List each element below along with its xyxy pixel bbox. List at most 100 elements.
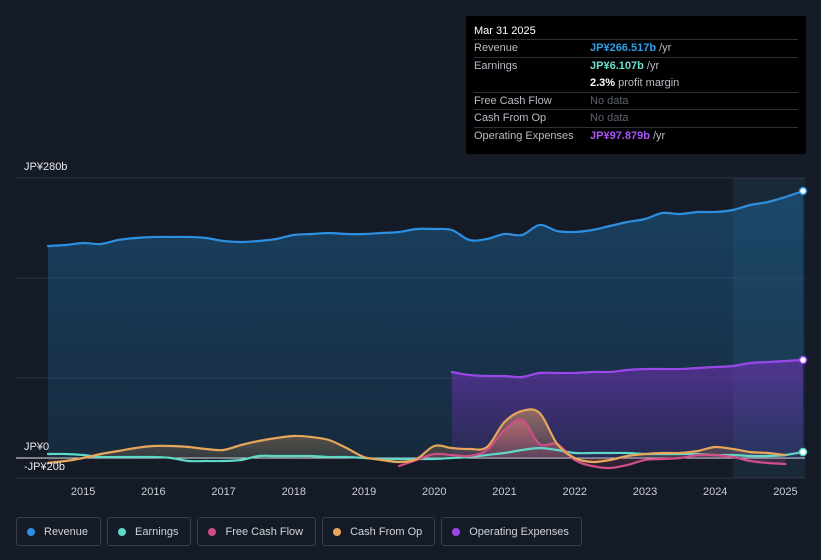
point-cash-from-op <box>782 452 788 458</box>
point-revenue <box>308 231 314 237</box>
point-revenue <box>747 202 753 208</box>
point-operating-expenses <box>607 369 613 375</box>
point-earnings <box>326 454 332 460</box>
point-free-cash-flow <box>449 452 455 458</box>
point-operating-expenses <box>747 360 753 366</box>
point-revenue <box>203 235 209 241</box>
point-earnings <box>519 447 525 453</box>
x-tick-label: 2021 <box>492 486 516 498</box>
point-free-cash-flow <box>624 462 630 468</box>
tooltip-value: JP¥6.107b <box>590 59 644 72</box>
y-tick-label: JP¥280b <box>24 161 67 173</box>
point-revenue <box>238 239 244 245</box>
point-revenue <box>730 207 736 213</box>
tooltip-row-cash-from-op: Cash From Op No data <box>474 110 798 128</box>
point-cash-from-op <box>572 455 578 461</box>
x-tick-label: 2018 <box>282 486 306 498</box>
x-tick-label: 2015 <box>71 486 95 498</box>
point-free-cash-flow <box>607 465 613 471</box>
point-revenue <box>256 238 262 244</box>
point-revenue <box>466 237 472 243</box>
line-free-cash-flow <box>398 418 787 470</box>
point-operating-expenses <box>554 370 560 376</box>
point-revenue <box>133 235 139 241</box>
series-lines <box>46 189 805 471</box>
tooltip-no-data: No data <box>590 112 629 124</box>
point-cash-from-op <box>712 444 718 450</box>
point-cash-from-op <box>624 453 630 459</box>
point-cash-from-op <box>273 435 279 441</box>
x-tick-label: 2016 <box>141 486 165 498</box>
point-earnings <box>291 453 297 459</box>
tooltip-value: JP¥266.517b <box>590 42 657 54</box>
point-operating-expenses <box>466 372 472 378</box>
tooltip-value: 2.3% <box>590 77 616 89</box>
point-operating-expenses <box>660 366 666 372</box>
point-cash-from-op <box>449 445 455 451</box>
legend-item-operating-expenses[interactable]: Operating Expenses <box>441 517 582 546</box>
point-revenue <box>537 222 543 228</box>
point-cash-from-op <box>484 444 490 450</box>
point-operating-expenses <box>572 370 578 376</box>
point-free-cash-flow <box>660 456 666 462</box>
tooltip-value: JP¥97.879b <box>590 129 650 142</box>
point-revenue <box>185 234 191 240</box>
point-operating-expenses <box>712 364 718 370</box>
legend-item-cash-from-op[interactable]: Cash From Op <box>322 517 436 546</box>
point-earnings <box>150 454 156 460</box>
tooltip-label <box>474 75 590 92</box>
point-cash-from-op <box>150 443 156 449</box>
point-operating-expenses <box>537 370 543 376</box>
point-earnings <box>115 454 121 460</box>
point-earnings <box>589 450 595 456</box>
point-cash-from-op <box>431 443 437 449</box>
point-earnings <box>273 453 279 459</box>
point-revenue <box>712 209 718 215</box>
point-operating-expenses <box>484 373 490 379</box>
tooltip-unit: /yr <box>646 59 660 72</box>
legend-label: Cash From Op <box>350 525 423 538</box>
point-revenue <box>291 232 297 238</box>
point-earnings <box>308 453 314 459</box>
point-operating-expenses <box>782 358 788 364</box>
legend-dot-icon <box>208 527 217 536</box>
point-cash-from-op <box>537 410 543 416</box>
point-earnings <box>133 454 139 460</box>
tooltip-label: Operating Expenses <box>474 129 574 142</box>
line-cash-from-op <box>46 408 787 465</box>
x-tick-label: 2020 <box>422 486 446 498</box>
point-cash-from-op <box>607 457 613 463</box>
point-cash-from-op <box>747 449 753 455</box>
x-tick-label: 2019 <box>352 486 376 498</box>
point-revenue <box>396 229 402 235</box>
point-cash-from-op <box>730 446 736 452</box>
point-cash-from-op <box>414 456 420 462</box>
legend-dot-icon <box>452 527 461 536</box>
point-free-cash-flow <box>642 457 648 463</box>
point-free-cash-flow <box>502 427 508 433</box>
x-tick-label: 2025 <box>773 486 797 498</box>
point-cash-from-op <box>466 446 472 452</box>
legend-item-revenue[interactable]: Revenue <box>16 517 102 546</box>
point-cash-from-op <box>80 455 86 461</box>
point-cash-from-op <box>326 437 332 443</box>
point-earnings <box>238 457 244 463</box>
tooltip-date: Mar 31 2025 <box>474 22 798 40</box>
point-cash-from-op <box>203 446 209 452</box>
point-free-cash-flow <box>782 461 788 467</box>
legend-item-free-cash-flow[interactable]: Free Cash Flow <box>197 517 317 546</box>
point-revenue <box>63 242 69 248</box>
point-operating-expenses <box>695 365 701 371</box>
legend-item-earnings[interactable]: Earnings <box>107 517 192 546</box>
point-earnings <box>343 454 349 460</box>
tooltip-no-data: No data <box>590 94 629 107</box>
point-earnings <box>256 453 262 459</box>
tooltip-unit: profit margin <box>618 77 680 89</box>
x-tick-label: 2022 <box>563 486 587 498</box>
point-earnings <box>185 458 191 464</box>
point-revenue <box>273 236 279 242</box>
point-cash-from-op <box>133 445 139 451</box>
point-cash-from-op <box>168 443 174 449</box>
tooltip-unit: /yr <box>659 42 672 54</box>
point-revenue <box>343 231 349 237</box>
